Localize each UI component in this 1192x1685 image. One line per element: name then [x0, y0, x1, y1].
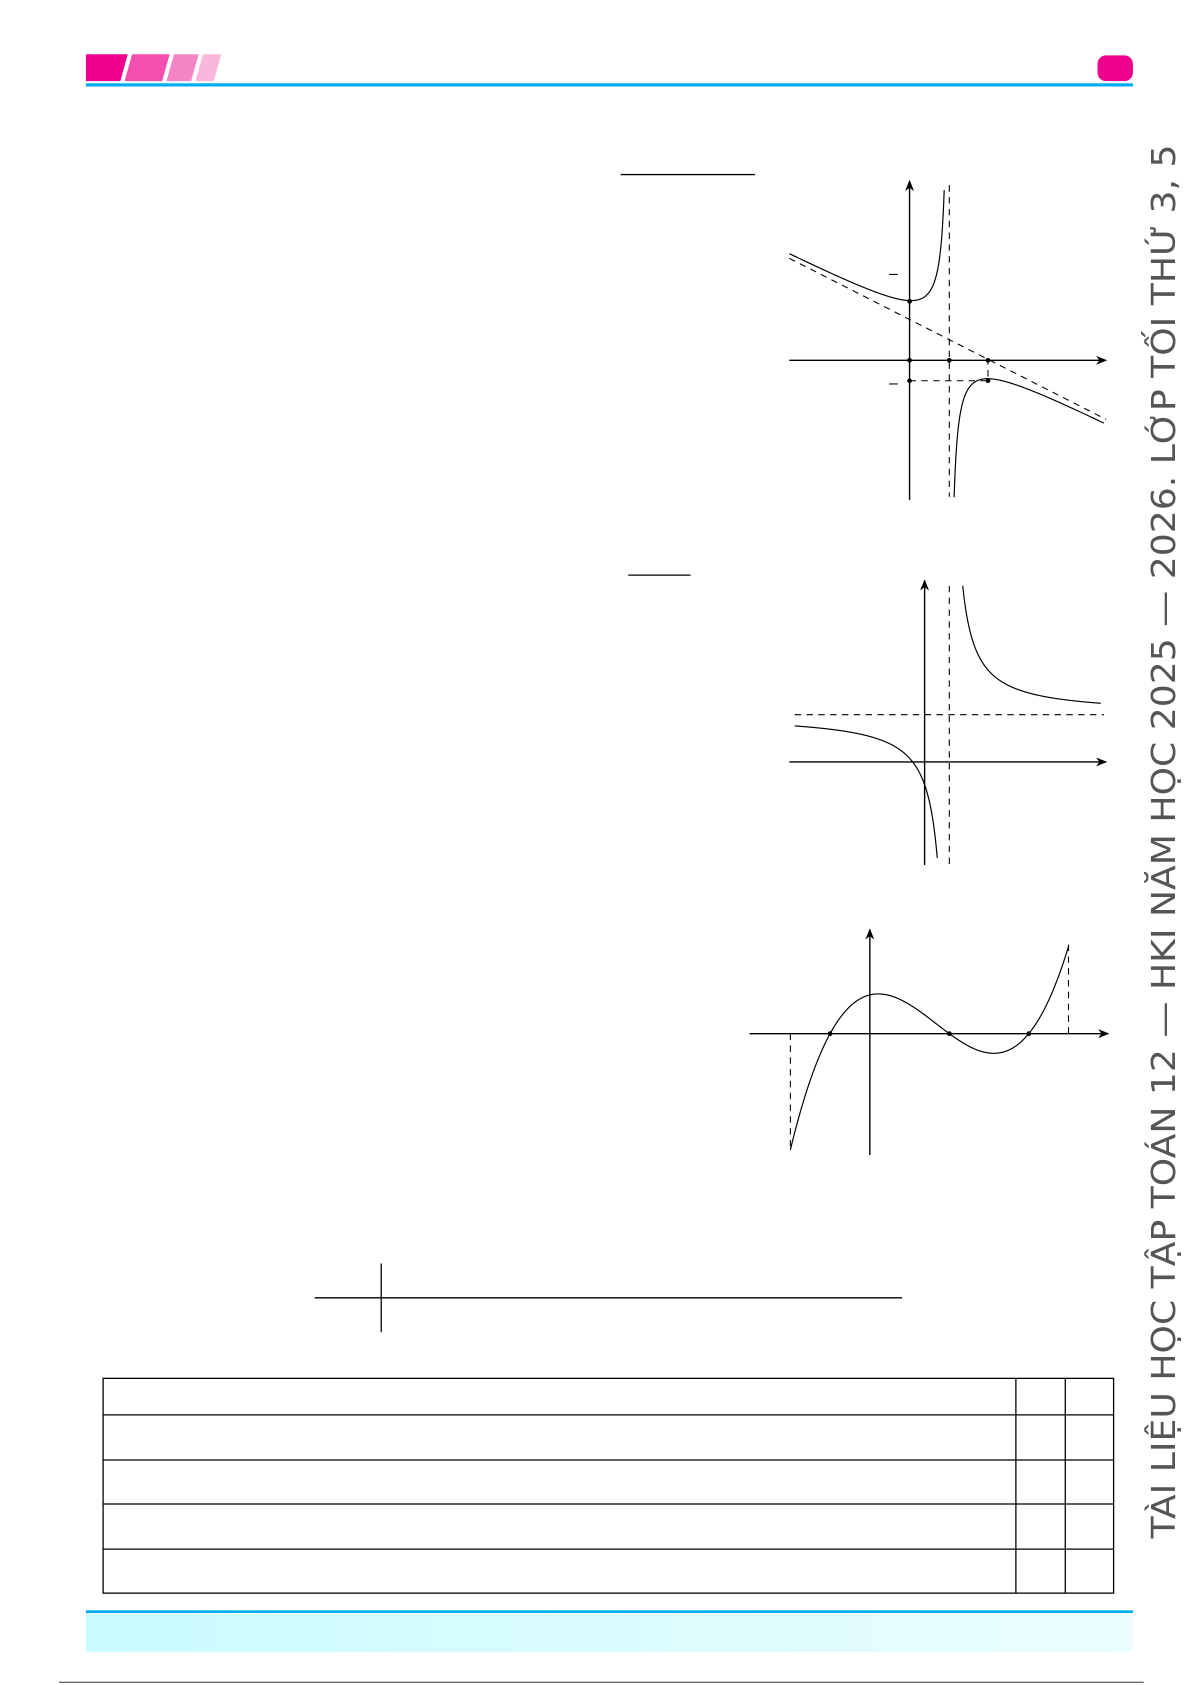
- header-accent-block-1: [85, 54, 128, 82]
- curve-right-branch: [953, 378, 1105, 498]
- curve-left-branch: [789, 190, 945, 302]
- header-rule: [85, 83, 1133, 87]
- footer-rule: [85, 1610, 1133, 1614]
- header-accent-block-4: [195, 54, 222, 82]
- point: [946, 357, 952, 363]
- root-point: [946, 1031, 952, 1037]
- page-number-badge: [1097, 55, 1133, 82]
- side-document-title: TÀI LIỆU HỌC TẬP TOÁN 12 — HKI NĂM HỌC 2…: [1139, 144, 1183, 1539]
- point: [985, 378, 991, 384]
- header-accent-block-2: [124, 54, 170, 82]
- root-point: [827, 1031, 833, 1037]
- graph-hyperbola: [789, 579, 1108, 866]
- guide-lines: [909, 360, 989, 382]
- root-point: [1026, 1031, 1032, 1037]
- page-footer: [59, 1610, 1144, 1683]
- point: [907, 298, 912, 304]
- point: [985, 357, 991, 363]
- curve-right-branch: [962, 585, 1101, 704]
- oblique-asymptote: [789, 257, 1107, 420]
- curve-left-branch: [794, 725, 938, 858]
- polynomial-curve: [789, 946, 1070, 1150]
- graph-oblique-asymptote: [789, 179, 1108, 500]
- point: [907, 357, 912, 363]
- true-false-table: [102, 1377, 1115, 1594]
- point: [907, 378, 912, 384]
- graph-polynomial: [749, 928, 1110, 1155]
- page-header: [85, 54, 1133, 87]
- variation-table: [314, 1263, 903, 1333]
- header-accent-block-3: [166, 54, 199, 82]
- table-border: [102, 1377, 1115, 1594]
- footer-band: [85, 1613, 1133, 1653]
